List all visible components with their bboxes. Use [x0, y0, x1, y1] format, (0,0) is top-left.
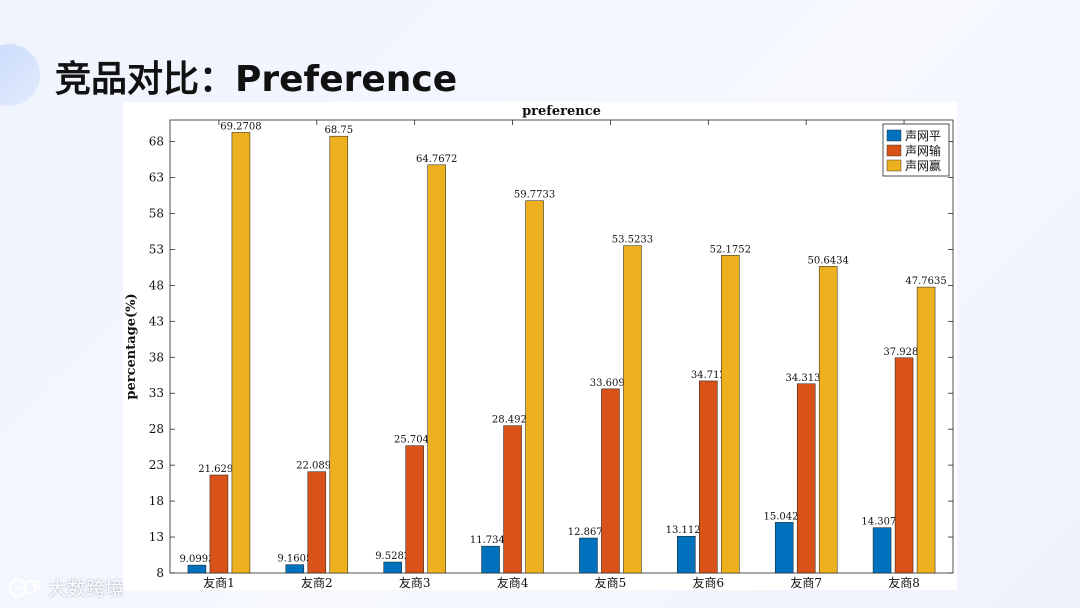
- legend-swatch: [886, 144, 902, 157]
- bar-3: [329, 135, 349, 574]
- x-tick-label: 友商7: [790, 575, 822, 590]
- bar-1: [872, 527, 892, 574]
- y-tick-label: 68: [149, 135, 164, 149]
- data-label: 14.3076: [861, 517, 902, 528]
- chart-panel: preference 8 13 18 23 28 33 38 43 48 53 58 63 68 perce…: [123, 102, 957, 590]
- bar-1: [383, 561, 402, 574]
- y-tick-label: 58: [149, 206, 164, 220]
- data-label: 34.3137: [786, 373, 827, 384]
- bar-2: [503, 425, 522, 574]
- legend-label: 声网赢: [905, 158, 941, 173]
- legend-label: 声网平: [905, 129, 941, 143]
- y-tick-label: 53: [149, 242, 164, 256]
- data-label: 25.7047: [394, 435, 435, 446]
- y-tick-label: 43: [149, 314, 164, 328]
- data-label: 22.0895: [296, 461, 337, 472]
- y-tick-label: 8: [156, 566, 164, 580]
- legend-swatch: [886, 159, 902, 172]
- chart-title: preference: [522, 104, 601, 119]
- data-label: 64.7672: [416, 154, 457, 165]
- x-tick-label: 友商6: [692, 575, 724, 590]
- bar-2: [209, 474, 229, 574]
- x-tick-label: 友商4: [497, 575, 529, 590]
- data-label: 68.75: [324, 125, 353, 136]
- bar-3: [525, 200, 544, 574]
- data-label: 47.7635: [905, 276, 946, 287]
- bar-1: [481, 545, 500, 574]
- watermark: 大数跨境: [8, 574, 124, 600]
- x-tick-label: 友商1: [203, 575, 235, 590]
- y-tick-label: 18: [149, 494, 164, 508]
- data-label: 53.5233: [612, 235, 653, 246]
- data-label: 37.9289: [883, 347, 924, 358]
- bar-2: [601, 388, 620, 574]
- bar-2: [307, 471, 327, 574]
- x-tick-label: 友商8: [888, 575, 920, 590]
- data-label: 34.712: [691, 370, 726, 381]
- plot-frame: [169, 119, 954, 574]
- data-label: 52.1752: [710, 244, 751, 255]
- legend-swatch: [886, 129, 902, 142]
- y-tick-label: 33: [149, 386, 164, 400]
- decorative-circle: [0, 44, 40, 106]
- slide-title: 竞品对比：Preference: [55, 59, 458, 100]
- data-label: 15.0429: [764, 511, 805, 522]
- preference-bar-chart: preference 8 13 18 23 28 33 38 43 48 53 58 63 68 perce…: [124, 104, 954, 590]
- data-label: 11.7341: [470, 535, 511, 546]
- bar-2: [894, 357, 914, 574]
- data-label: 28.4926: [492, 415, 533, 426]
- y-axis-label: percentage(%): [124, 293, 139, 399]
- data-label: 9.1605: [277, 554, 312, 565]
- data-label: 9.5282: [375, 551, 410, 562]
- x-tick-label: 友商2: [301, 575, 333, 590]
- cat-face-logo-icon: [9, 579, 42, 597]
- data-label: 50.6434: [808, 255, 849, 266]
- watermark-text: 大数跨境: [48, 577, 125, 600]
- y-tick-label: 23: [149, 458, 164, 472]
- bar-3: [623, 245, 642, 574]
- y-tick-label: 38: [149, 350, 164, 364]
- data-label: 9.0993: [179, 554, 214, 565]
- bar-3: [231, 132, 251, 574]
- bar-3: [427, 164, 446, 574]
- data-label: 59.7733: [514, 190, 555, 201]
- y-tick-label: 63: [149, 171, 164, 185]
- bar-3: [818, 266, 838, 574]
- y-tick-label: 13: [149, 530, 164, 544]
- legend-label: 声网输: [905, 143, 941, 158]
- bar-1: [677, 535, 696, 574]
- data-label: 21.6299: [198, 464, 239, 475]
- bar-2: [405, 445, 424, 574]
- bar-1: [285, 564, 305, 574]
- data-label: 13.1127: [666, 525, 707, 536]
- x-tick-label: 友商5: [595, 575, 627, 590]
- bar-2: [796, 383, 816, 574]
- data-label: 33.6091: [590, 378, 631, 389]
- bar-1: [774, 522, 794, 574]
- data-label: 69.2708: [220, 121, 261, 132]
- bar-1: [187, 564, 207, 574]
- bar-3: [721, 255, 740, 574]
- bar-1: [579, 537, 598, 574]
- y-tick-label: 28: [149, 422, 164, 436]
- bar-2: [699, 380, 718, 574]
- data-label: 12.8676: [568, 527, 609, 538]
- y-tick-label: 48: [149, 278, 164, 292]
- bar-3: [916, 286, 936, 574]
- x-tick-label: 友商3: [399, 575, 431, 590]
